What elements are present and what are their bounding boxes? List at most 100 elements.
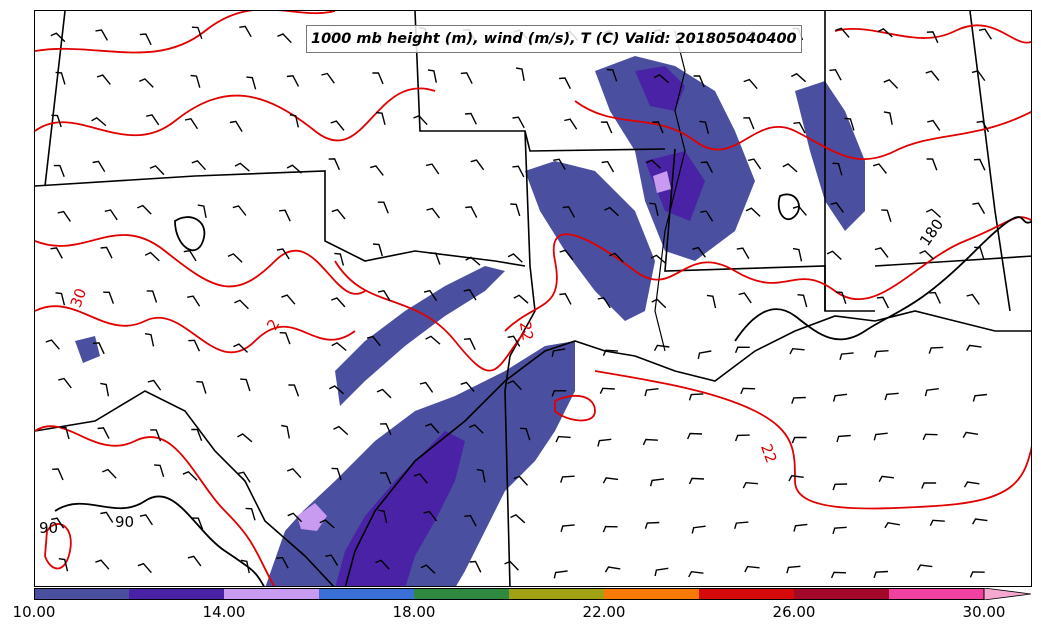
colorbar-segment (699, 588, 794, 600)
wind-barb (154, 464, 165, 478)
height-contour-90 (54, 495, 265, 586)
wind-barb (597, 297, 611, 309)
wind-barb (963, 481, 980, 488)
wind-barb (692, 246, 706, 258)
wind-barb (470, 159, 485, 171)
wind-barb (137, 204, 152, 215)
wind-barb (835, 291, 847, 305)
wind-barb (560, 475, 575, 483)
wind-barb (507, 253, 523, 263)
wind-barb (691, 525, 706, 534)
wind-barb (196, 381, 207, 394)
wind-barb (740, 387, 756, 395)
wind-barb (191, 26, 203, 40)
wind-barb (925, 70, 940, 81)
wind-barb (52, 468, 64, 481)
wind-barb (423, 510, 438, 522)
wind-barb (972, 202, 986, 214)
wind-barb (697, 350, 712, 360)
wind-barb (50, 32, 66, 43)
wind-barb (328, 385, 345, 395)
wind-barb (377, 290, 391, 302)
wind-barb (782, 163, 798, 173)
coastline-gulf (344, 310, 1031, 586)
wind-barb (325, 554, 339, 566)
wind-barb (832, 162, 843, 176)
wind-barb (187, 295, 201, 307)
wind-barb (791, 396, 806, 404)
temp-contour-1 (35, 11, 336, 54)
wind-barb (333, 425, 349, 436)
wind-barb (413, 473, 428, 484)
wind-barb (378, 509, 388, 524)
wind-barb (745, 207, 761, 217)
wind-barb (100, 511, 114, 523)
colorbar-segment (794, 588, 889, 600)
temp-contour-3 (35, 234, 366, 295)
wind-barb (100, 382, 110, 397)
colorbar-segment (34, 588, 129, 600)
wind-barb (197, 204, 207, 219)
temp-contour-8 (834, 24, 1031, 44)
wind-barb (429, 252, 441, 265)
wind-barb (95, 559, 110, 570)
wind-barb (289, 114, 299, 128)
wind-barb (652, 121, 664, 134)
height-contour-small-1 (174, 216, 206, 252)
wind-barb (966, 293, 980, 305)
wind-barb (103, 291, 115, 304)
wind-barb (237, 433, 253, 443)
wind-barb (334, 252, 345, 266)
wind-barb (144, 333, 155, 347)
wind-barb (602, 525, 618, 533)
wind-barb (97, 427, 110, 439)
shading-mississippi-light (653, 171, 671, 193)
wind-barb (873, 432, 888, 441)
temp-contour-gulf22 (594, 370, 1031, 510)
wind-barb (832, 483, 848, 491)
wind-barb (139, 514, 153, 526)
wind-barb (59, 426, 70, 440)
wind-barb (237, 471, 251, 483)
wind-barb (515, 67, 525, 82)
wind-barb (375, 559, 390, 570)
wind-barb (376, 388, 392, 399)
wind-barb (835, 27, 850, 38)
wind-barb (978, 28, 992, 40)
wind-barb (276, 556, 289, 569)
wind-barb (553, 158, 566, 170)
wind-barb (277, 33, 292, 44)
colorbar (34, 588, 1032, 600)
wind-barb (609, 252, 624, 263)
wind-barb (463, 289, 477, 301)
height-contour-small-2 (777, 193, 800, 221)
wind-barb (149, 165, 165, 176)
wind-barb (287, 512, 303, 523)
colorbar-tick-label: 30.00 (962, 603, 1006, 621)
temp-contour-9 (554, 394, 596, 422)
wind-barb (413, 114, 428, 126)
wind-barb (830, 202, 844, 213)
wind-barb (331, 208, 346, 220)
wind-barb (331, 297, 346, 308)
wind-barb (688, 477, 705, 485)
wind-barb (884, 522, 900, 529)
boundary-ga (969, 11, 1011, 312)
wind-barb (743, 78, 758, 90)
contour-label-temp-30: 30 (67, 286, 90, 310)
wind-barb (797, 294, 808, 308)
wind-barb (788, 475, 804, 482)
wind-barb (507, 380, 522, 391)
wind-barb (793, 121, 806, 134)
wind-barb (92, 160, 106, 173)
wind-barb (188, 339, 201, 352)
wind-barb (427, 69, 437, 83)
colorbar-tick-label: 18.00 (392, 603, 436, 621)
colorbar-border (34, 588, 985, 600)
wind-barb (91, 117, 107, 127)
wind-barb (187, 555, 202, 567)
wind-barb (182, 470, 198, 481)
wind-barb (137, 562, 152, 574)
wind-barb (464, 514, 477, 527)
wind-barb (883, 111, 893, 125)
